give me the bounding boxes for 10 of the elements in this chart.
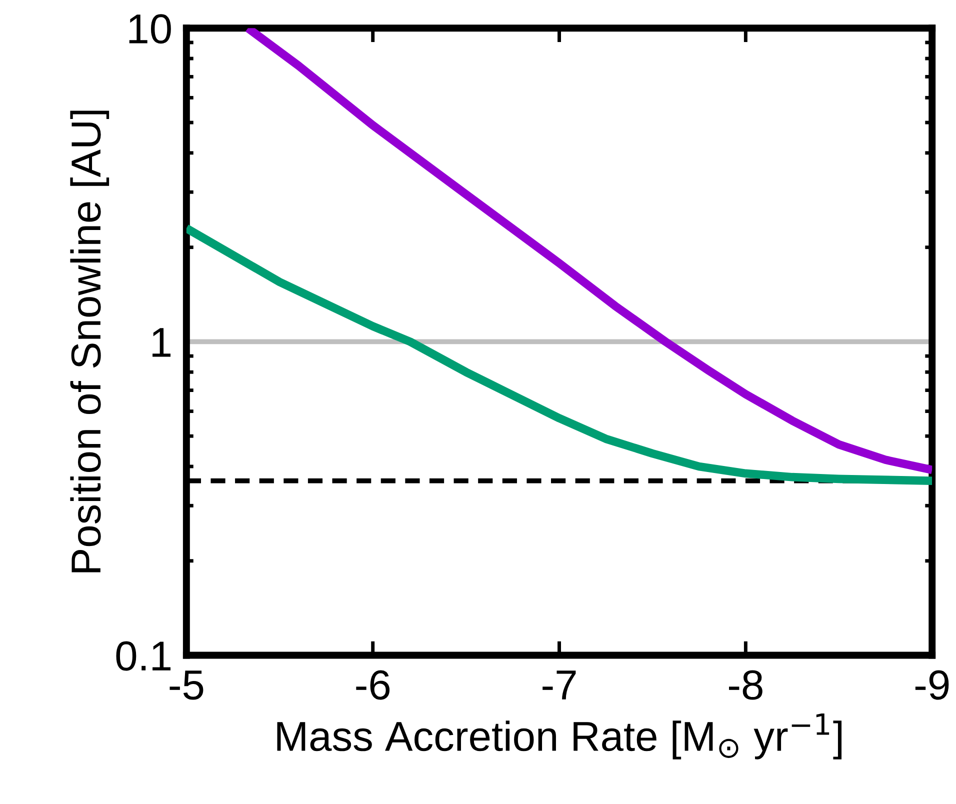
- x-tick-label: -6: [356, 670, 390, 700]
- x-tick-label: -7: [542, 670, 576, 700]
- x-tick-label: -5: [170, 670, 204, 700]
- y-tick-label: 1: [152, 328, 170, 357]
- x-tick-label: -9: [915, 670, 949, 700]
- y-axis-title: Position of Snowline [AU]: [70, 110, 110, 572]
- x-axis-title: Mass Accretion Rate [M$_{⊙}$ yr$^{−1}$]: [277, 714, 842, 760]
- y-tick-label: 10: [129, 14, 171, 44]
- y-tick-label: 0.1: [116, 641, 171, 671]
- x-tick-label: -8: [729, 670, 762, 700]
